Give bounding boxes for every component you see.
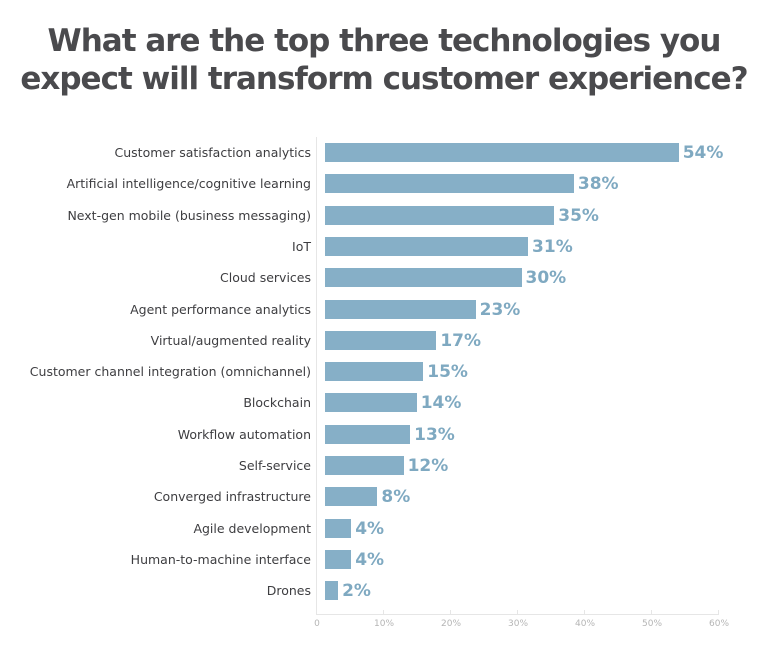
bar (325, 268, 522, 288)
value-label: 54% (682, 143, 724, 163)
value-label: 2% (342, 581, 371, 602)
bar-row: Agent performance analytics 23% (0, 299, 768, 320)
bar-row: Cloud services 30% (0, 268, 768, 288)
x-tick-label: 10% (373, 619, 395, 629)
bar (325, 487, 378, 507)
value-label: 4% (355, 518, 385, 539)
bar (325, 518, 352, 538)
x-tick (450, 610, 451, 615)
x-tick (584, 610, 585, 615)
x-tick (651, 610, 652, 615)
bar-row: Converged infrastructure 8% (0, 487, 768, 507)
category-label: Virtual/augmented reality (150, 332, 311, 348)
category-label: Self-service (238, 458, 311, 473)
bar (325, 393, 417, 413)
bar-row: Self-service 12% (0, 456, 768, 476)
value-label: 4% (355, 549, 385, 570)
bar-row: Blockchain 14% (0, 393, 768, 413)
bar-row: Agile development 4% (0, 518, 768, 539)
category-label: Drones (266, 583, 311, 599)
category-label: Blockchain (243, 395, 311, 411)
category-label: Agile development (193, 520, 311, 536)
value-label: 15% (427, 362, 468, 383)
bar-row: Customer channel integration (omnichanne… (0, 362, 768, 382)
x-tick (383, 610, 384, 615)
category-label: Artificial intelligence/cognitive learni… (66, 176, 311, 192)
category-label: Human-to-machine interface (130, 551, 311, 567)
value-label: 17% (440, 330, 482, 351)
value-label: 14% (420, 393, 462, 414)
value-label: 35% (558, 205, 599, 226)
x-tick-label: 40% (574, 619, 596, 629)
bar-row: Customer satisfaction analytics 54% (0, 143, 768, 163)
x-tick-label: 60% (708, 619, 730, 629)
value-label: 31% (532, 236, 573, 257)
bar (325, 299, 476, 319)
bar-row: Drones 2% (0, 581, 768, 601)
category-label: Converged infrastructure (153, 489, 311, 505)
x-tick-label: 30% (507, 619, 529, 629)
category-label: Next-gen mobile (business messaging) (67, 207, 311, 223)
chart-title-line-1: What are the top three technologies you (47, 23, 722, 59)
value-label: 38% (577, 174, 619, 195)
bar (325, 236, 529, 256)
x-tick-label: 50% (641, 619, 663, 629)
bar (325, 174, 574, 194)
bar (325, 581, 339, 601)
bar-row: Human-to-machine interface 4% (0, 549, 768, 570)
bar (325, 424, 411, 444)
category-label: Agent performance analytics (130, 301, 311, 317)
category-label: Cloud services (220, 270, 311, 286)
value-label: 12% (407, 456, 449, 476)
value-label: 8% (381, 487, 411, 508)
bar-row: Workflow automation 13% (0, 424, 768, 445)
category-label: Workflow automation (177, 426, 311, 442)
x-tick-label: 20% (440, 619, 462, 629)
value-label: 13% (414, 424, 455, 445)
x-tick-label: 0 (314, 619, 320, 629)
chart-title: What are the top three technologies you … (0, 22, 768, 98)
category-label: Customer satisfaction analytics (114, 145, 311, 160)
bar (325, 456, 404, 475)
bar-row: Artificial intelligence/cognitive learni… (0, 174, 768, 194)
category-label: IoT (292, 238, 311, 254)
value-label: 30% (525, 268, 567, 289)
bar-row: Virtual/augmented reality 17% (0, 330, 768, 351)
bar (325, 330, 437, 350)
y-axis-line (316, 137, 317, 615)
bar-row: Next-gen mobile (business messaging) 35% (0, 205, 768, 226)
chart-title-line-2: expect will transform customer experienc… (20, 61, 748, 97)
bar (325, 205, 555, 225)
bar (325, 143, 679, 162)
category-label: Customer channel integration (omnichanne… (29, 364, 311, 380)
bar-row: IoT 31% (0, 236, 768, 257)
x-tick (517, 610, 518, 615)
bar (325, 549, 352, 569)
x-tick (718, 610, 719, 615)
value-label: 23% (479, 299, 521, 320)
bar (325, 362, 424, 382)
